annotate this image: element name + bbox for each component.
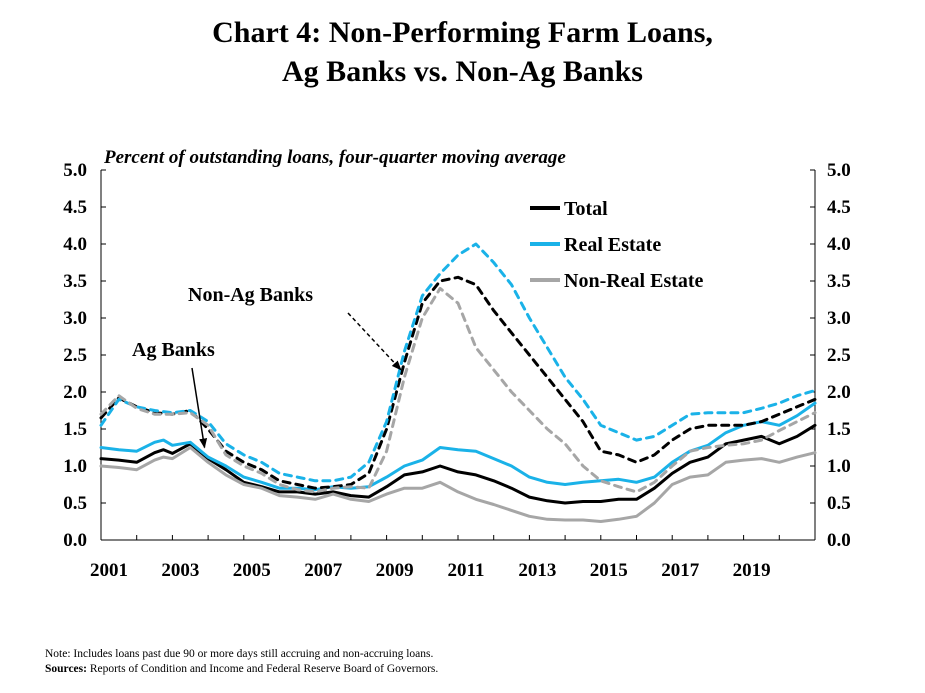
right-y-tick-label: 4.5	[827, 197, 851, 218]
x-tick-label: 2001	[90, 560, 128, 581]
right-y-tick-label: 2.0	[827, 382, 851, 403]
left-y-tick-label: 3.5	[63, 271, 87, 292]
annotation-arrow-non-ag-banks	[347, 312, 402, 371]
right-y-tick-label: 2.5	[827, 345, 851, 366]
left-y-tick-label: 4.0	[63, 234, 87, 255]
chart-title-line-2: Ag Banks vs. Non-Ag Banks	[282, 55, 643, 88]
left-y-tick-label: 0.5	[63, 493, 87, 514]
annotation-arrow-ag-banks	[191, 367, 208, 449]
x-tick-label: 2015	[590, 560, 628, 581]
non-ag-banks-non-real-estate-line	[99, 286, 817, 494]
left-y-tick-label: 1.5	[63, 419, 87, 440]
x-tick-label: 2005	[233, 560, 271, 581]
chart-sources: Sources: Reports of Condition and Income…	[45, 663, 438, 675]
non-ag-banks-real-estate-line	[99, 242, 817, 483]
y-axis-label: Percent of outstanding loans, four-quart…	[103, 147, 566, 168]
annotation-ag-banks: Ag Banks	[132, 339, 215, 361]
x-tick-label: 2009	[376, 560, 414, 581]
chart-title-line-1: Chart 4: Non-Performing Farm Loans,	[212, 16, 713, 49]
x-tick-label: 2007	[304, 560, 343, 581]
right-y-tick-label: 4.0	[827, 234, 851, 255]
right-y-tick-label: 3.0	[827, 308, 851, 329]
legend-label-real-estate: Real Estate	[564, 234, 661, 256]
left-y-tick-label: 5.0	[63, 160, 87, 181]
chart-note: Note: Includes loans past due 90 or more…	[45, 648, 434, 660]
left-y-tick-label: 2.5	[63, 345, 87, 366]
left-y-tick-label: 2.0	[63, 382, 87, 403]
x-tick-label: 2003	[161, 560, 199, 581]
sources-label: Sources:	[45, 663, 87, 675]
ag-banks-non-real-estate-line	[99, 446, 817, 523]
right-y-tick-label: 5.0	[827, 160, 851, 181]
right-y-tick-label: 3.5	[827, 271, 851, 292]
x-tick-label: 2011	[448, 560, 485, 581]
right-y-tick-label: 0.5	[827, 493, 851, 514]
sources-text: Reports of Condition and Income and Fede…	[86, 663, 439, 675]
left-y-tick-label: 1.0	[63, 456, 87, 477]
legend-label-non-real-estate: Non-Real Estate	[564, 270, 704, 292]
x-tick-label: 2019	[733, 560, 771, 581]
right-y-tick-label: 1.5	[827, 419, 851, 440]
annotation-non-ag-banks: Non-Ag Banks	[188, 284, 313, 306]
x-tick-label: 2017	[661, 560, 700, 581]
legend-label-total: Total	[564, 198, 608, 220]
left-y-tick-label: 3.0	[63, 308, 87, 329]
left-y-tick-label: 0.0	[63, 530, 87, 551]
right-y-tick-label: 0.0	[827, 530, 851, 551]
x-tick-label: 2013	[518, 560, 556, 581]
right-y-tick-label: 1.0	[827, 456, 851, 477]
left-y-tick-label: 4.5	[63, 197, 87, 218]
